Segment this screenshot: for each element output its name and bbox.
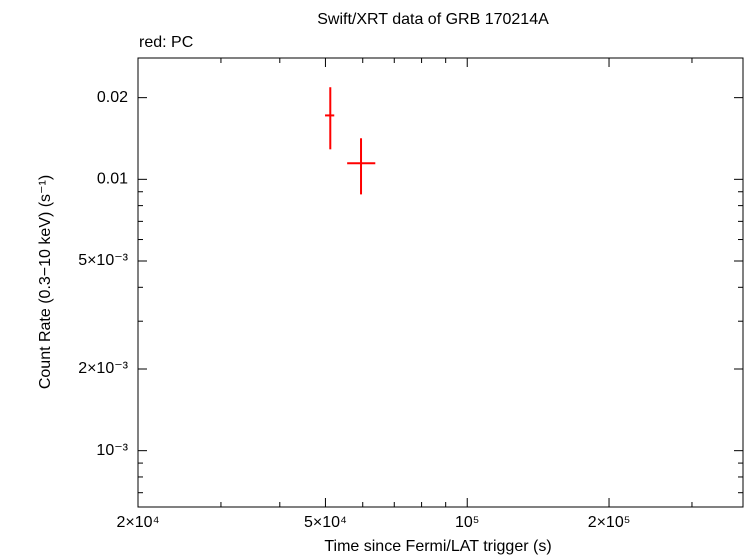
chart-subtitle: red: PC <box>139 34 193 51</box>
x-tick-label: 10⁵ <box>455 514 479 531</box>
plot-frame <box>137 57 744 508</box>
y-tick-label: 0.02 <box>97 89 128 106</box>
x-axis-label: Time since Fermi/LAT trigger (s) <box>324 538 551 555</box>
y-axis-label: Count Rate (0.3−10 keV) (s⁻¹) <box>37 175 54 389</box>
y-tick-label: 10⁻³ <box>96 442 128 459</box>
y-tick-label: 0.01 <box>97 171 128 188</box>
x-tick-label: 2×10⁴ <box>117 514 160 531</box>
x-tick-label: 2×10⁵ <box>588 514 631 531</box>
chart-title: Swift/XRT data of GRB 170214A <box>317 11 549 28</box>
x-tick-label: 5×10⁴ <box>304 514 347 531</box>
y-tick-label: 5×10⁻³ <box>78 252 128 269</box>
y-tick-label: 2×10⁻³ <box>78 360 128 377</box>
